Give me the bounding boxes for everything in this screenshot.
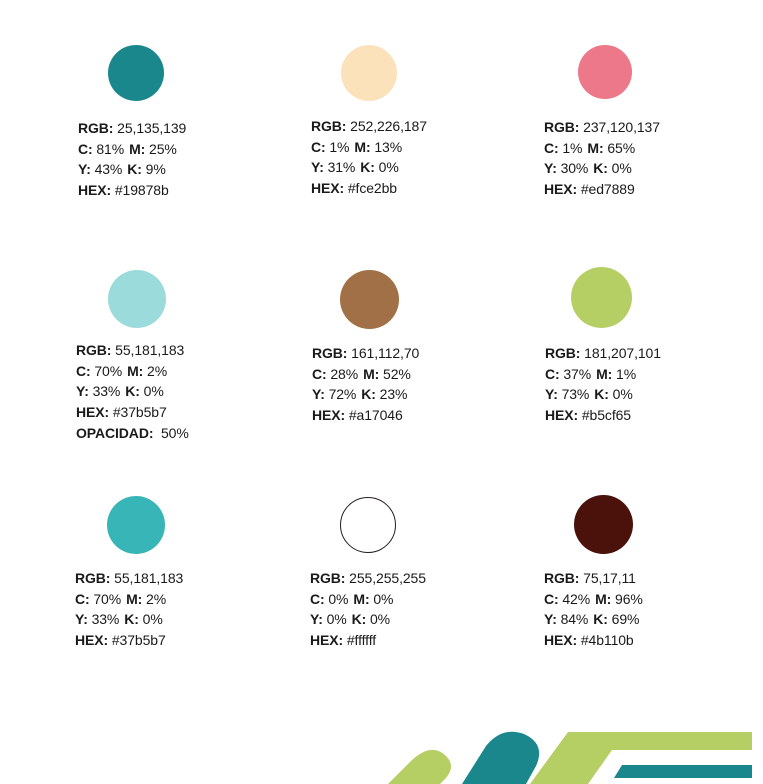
key-value: 0% — [612, 386, 633, 402]
opacity-value: 50% — [161, 425, 189, 441]
cyan-value: 81% — [96, 140, 125, 157]
color-spec-teal-light-50: RGB: 55,181,183 C: 70% M: 2% Y: 33% K: 0% … — [76, 342, 189, 441]
yellow-value: 72% — [328, 386, 357, 402]
cyan-value: 1% — [562, 139, 583, 156]
color-spec-cream: RGB: 252,226,187 C: 1% M: 13% Y: 31% K: 0%… — [311, 118, 427, 196]
rgb-value: 25,135,139 — [117, 120, 187, 136]
magenta-value: 2% — [146, 590, 167, 607]
teal-bar-shape — [614, 765, 752, 778]
color-spec-maroon: RGB: 75,17,11 C: 42% M: 96% Y: 84% K: 69% … — [544, 570, 643, 648]
yellow-value: 33% — [92, 383, 121, 399]
key-value: 0% — [369, 611, 391, 627]
magenta-value: 25% — [149, 140, 177, 157]
rgb-value: 181,207,101 — [584, 345, 661, 361]
color-circle-cream — [341, 45, 397, 101]
yellow-value: 84% — [560, 611, 589, 627]
key-value: 0% — [142, 611, 163, 627]
color-circle-pink — [578, 45, 632, 99]
color-circle-maroon — [574, 495, 633, 554]
hex-value: #ffffff — [346, 631, 377, 648]
color-spec-teal-dark: RGB: 25,135,139 C: 81% M: 25% Y: 43% K: 9%… — [78, 120, 187, 198]
lime-band-shape — [530, 732, 752, 784]
yellow-value: 30% — [560, 160, 589, 176]
color-spec-pink: RGB: 237,120,137 C: 1% M: 65% Y: 30% K: 0%… — [544, 119, 660, 197]
key-value: 0% — [611, 160, 632, 176]
cyan-value: 42% — [562, 590, 591, 607]
color-spec-brown: RGB: 161,112,70 C: 28% M: 52% Y: 72% K: 23… — [312, 345, 420, 423]
cyan-value: 70% — [93, 590, 122, 607]
color-spec-white: RGB: 255,255,255 C: 0% M: 0% Y: 0% K: 0% H… — [310, 570, 426, 648]
color-circle-brown — [340, 270, 399, 329]
hex-value: #ed7889 — [580, 180, 635, 197]
magenta-value: 65% — [607, 139, 636, 156]
color-circle-teal-light-50 — [108, 270, 166, 328]
rgb-value: 255,255,255 — [349, 570, 426, 586]
cyan-value: 0% — [328, 590, 349, 607]
yellow-value: 73% — [561, 386, 590, 402]
rgb-value: 161,112,70 — [351, 345, 420, 361]
key-value: 0% — [378, 159, 399, 175]
hex-value: #4b110b — [580, 631, 634, 648]
color-circle-lime — [571, 267, 632, 328]
color-spec-lime: RGB: 181,207,101 C: 37% M: 1% Y: 73% K: 0%… — [545, 345, 661, 423]
color-circle-teal-dark — [108, 45, 164, 101]
magenta-value: 2% — [147, 362, 168, 379]
cyan-value: 70% — [94, 362, 123, 379]
magenta-value: 13% — [374, 138, 403, 155]
magenta-value: 0% — [373, 590, 394, 607]
magenta-value: 1% — [616, 365, 637, 382]
key-value: 69% — [611, 611, 640, 627]
color-circle-teal-light — [107, 496, 165, 554]
rgb-value: 252,226,187 — [350, 118, 427, 134]
hex-value: #fce2bb — [347, 179, 397, 196]
teal-stroke-shape — [462, 731, 540, 784]
cyan-value: 1% — [329, 138, 350, 155]
key-value: 23% — [379, 386, 408, 402]
rgb-value: 55,181,183 — [114, 570, 184, 586]
cyan-value: 37% — [563, 365, 592, 382]
color-spec-teal-light: RGB: 55,181,183 C: 70% M: 2% Y: 33% K: 0% … — [75, 570, 184, 648]
rgb-value: 237,120,137 — [583, 119, 660, 135]
hex-value: #b5cf65 — [581, 406, 631, 423]
key-value: 9% — [145, 161, 166, 177]
magenta-value: 96% — [615, 590, 643, 607]
rgb-value: 75,17,11 — [583, 570, 636, 586]
lime-stroke-shape — [388, 749, 451, 784]
yellow-value: 43% — [94, 161, 123, 177]
yellow-value: 0% — [326, 611, 347, 627]
hex-value: #a17046 — [348, 406, 403, 423]
key-value: 0% — [143, 383, 164, 399]
magenta-value: 52% — [383, 365, 411, 382]
hex-value: #37b5b7 — [111, 631, 166, 648]
cyan-value: 28% — [330, 365, 359, 382]
hex-value: #19878b — [114, 181, 169, 198]
rgb-value: 55,181,183 — [115, 342, 185, 358]
hex-value: #37b5b7 — [112, 403, 167, 420]
color-circle-white — [340, 497, 396, 553]
yellow-value: 33% — [91, 611, 120, 627]
yellow-value: 31% — [327, 159, 356, 175]
